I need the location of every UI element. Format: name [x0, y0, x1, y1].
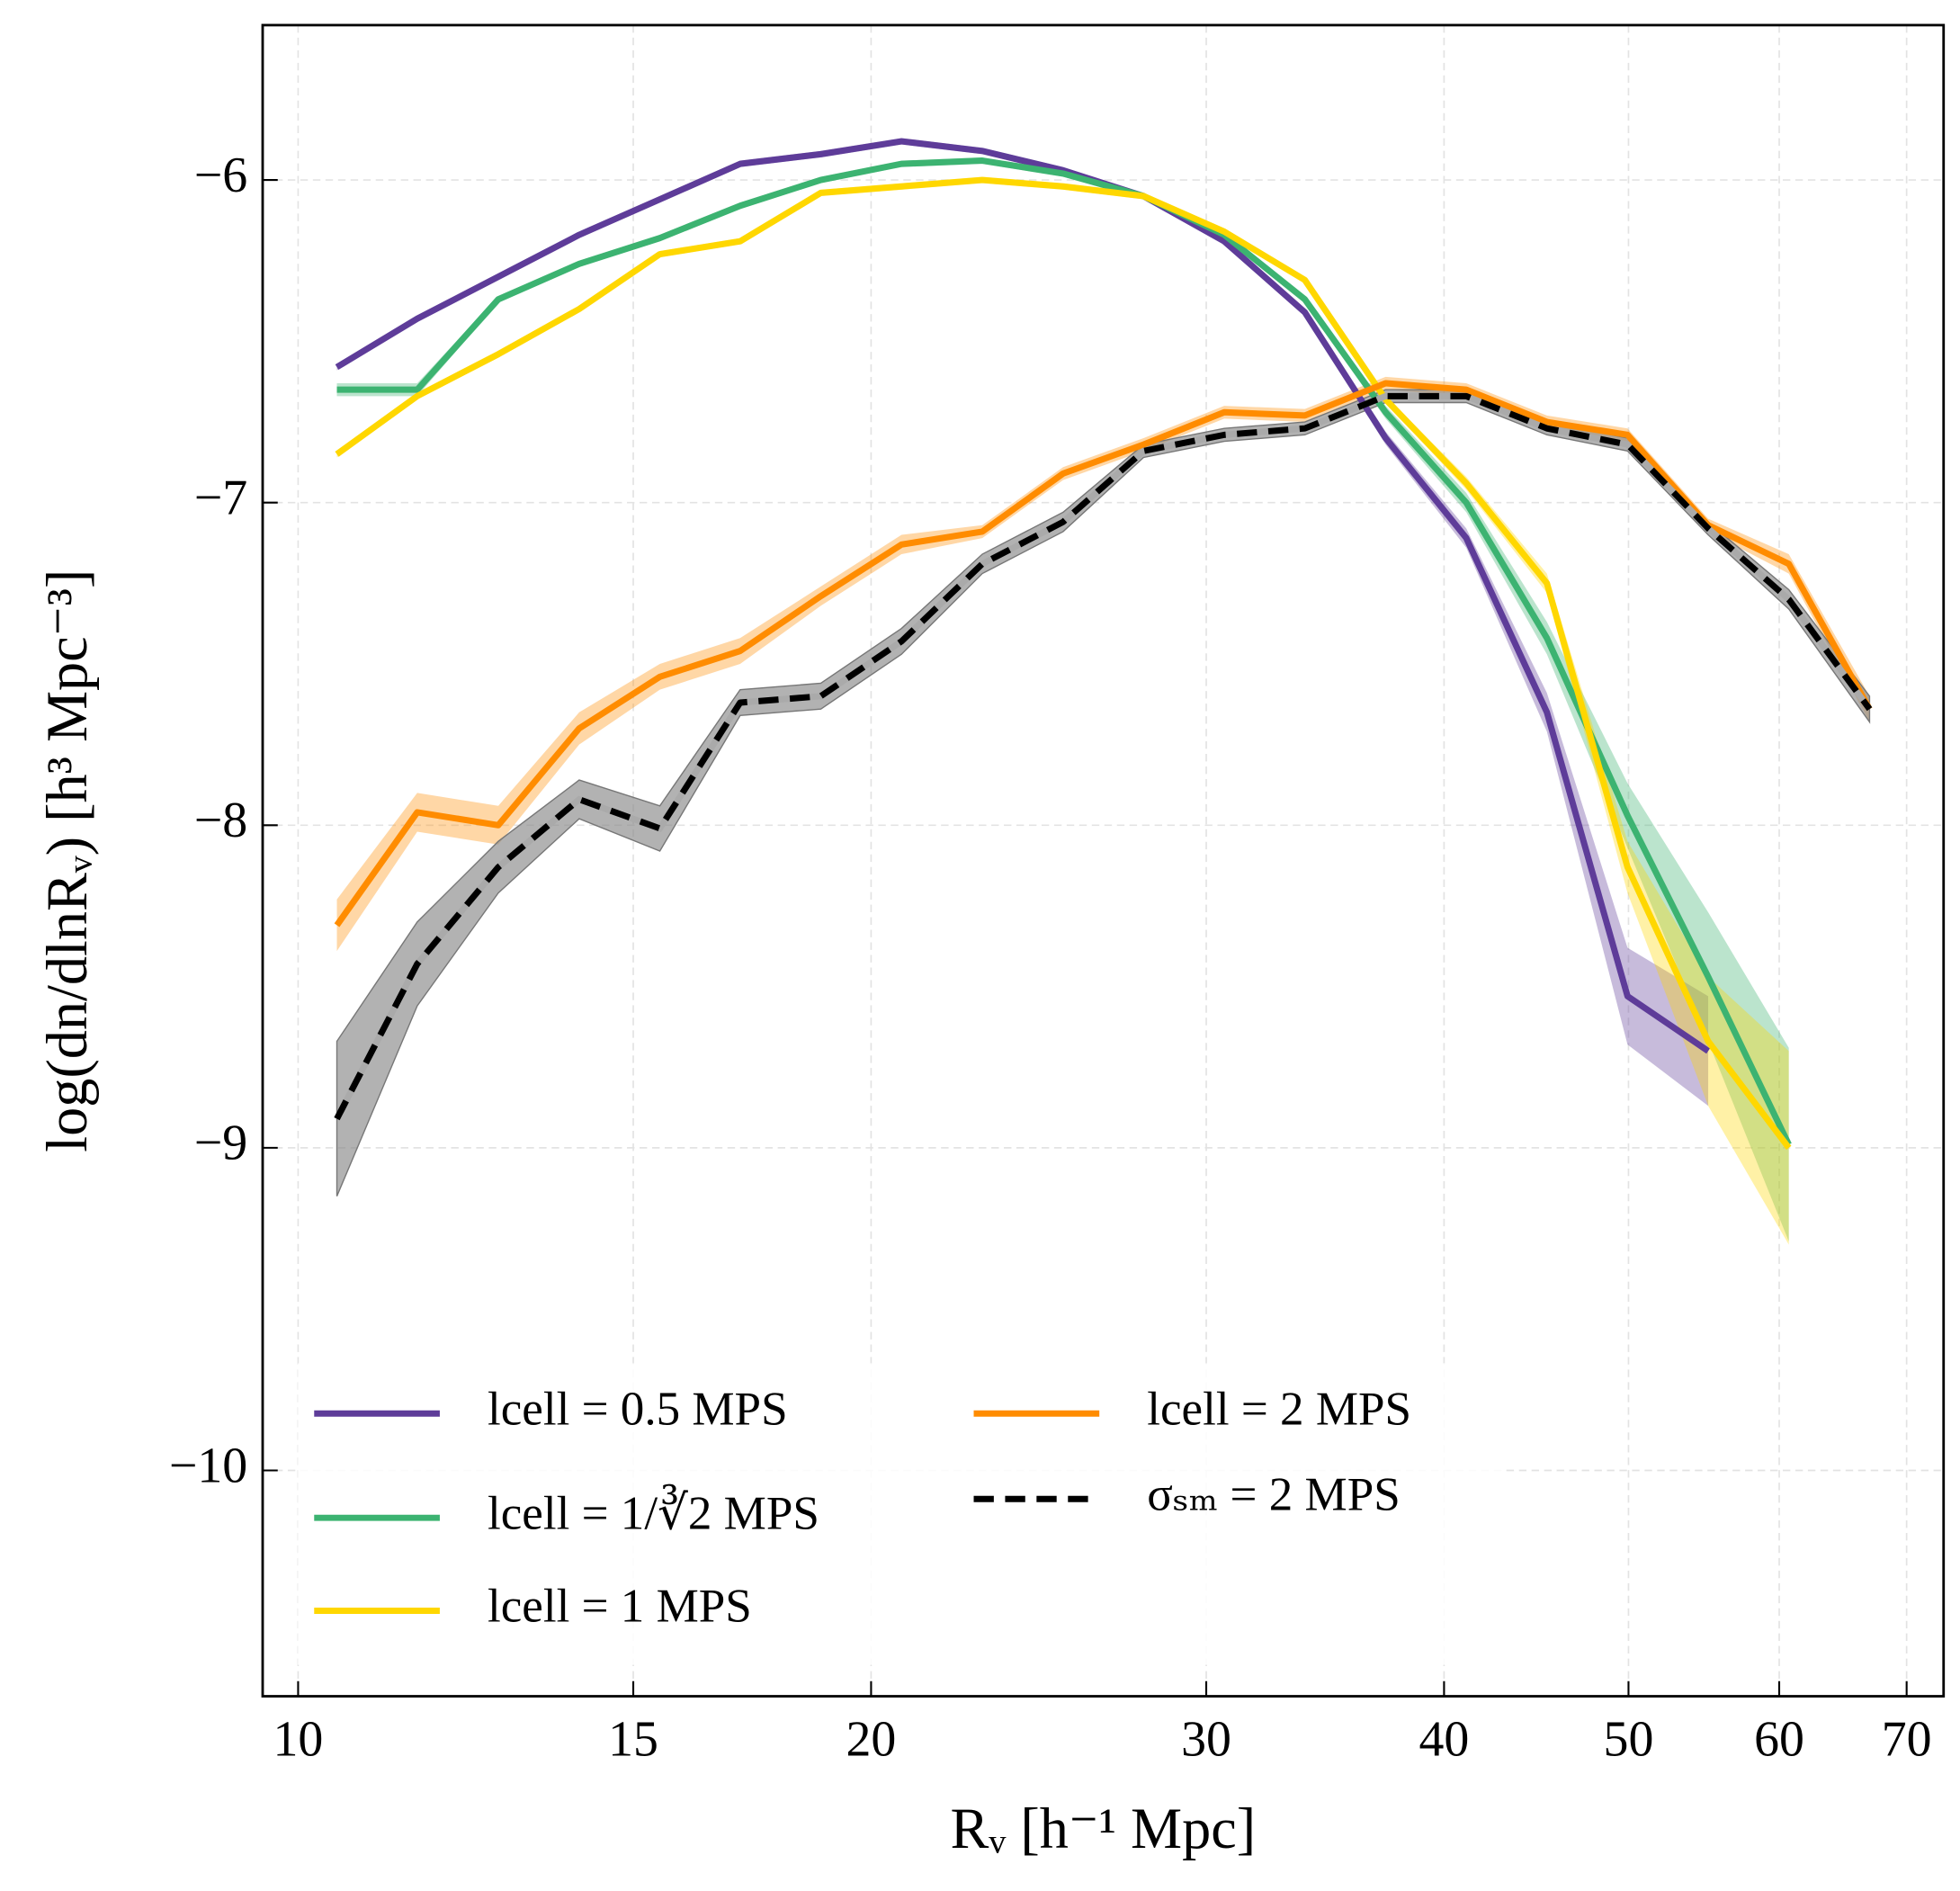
x-tick-label: 70 [1882, 1711, 1932, 1767]
plot-frame [261, 23, 1946, 1698]
y-tick-label: −6 [194, 148, 247, 203]
series-line [335, 138, 1711, 1054]
x-tick-label: 60 [1754, 1711, 1804, 1767]
legend-label: lcell = 0.5 MPS [488, 1383, 788, 1435]
series-line [335, 176, 1792, 1150]
series-line [334, 392, 1873, 1121]
error-band [336, 389, 1871, 1196]
legend-box [298, 1363, 1504, 1665]
y-tick-label: −10 [169, 1438, 247, 1493]
x-tick-label: 50 [1604, 1711, 1654, 1767]
x-axis-label: Rᵥ [h⁻¹ Mpc] [951, 1797, 1257, 1860]
series-line [334, 380, 1873, 928]
x-tick-label: 15 [608, 1711, 658, 1767]
x-tick-label: 20 [846, 1711, 896, 1767]
y-tick-label: −7 [194, 470, 247, 525]
x-tick-label: 10 [273, 1711, 323, 1767]
legend-label: σₛₘ = 2 MPS [1147, 1468, 1400, 1520]
legend-label: lcell = 2 MPS [1147, 1383, 1411, 1435]
x-tick-label: 30 [1181, 1711, 1231, 1767]
y-axis-label: log(dn/dlnRᵥ) [h³ Mpc⁻³] [35, 569, 99, 1152]
x-tick-label: 40 [1419, 1711, 1469, 1767]
y-tick-label: −9 [194, 1116, 247, 1171]
legend-label: lcell = 1/∛2 MPS [488, 1483, 819, 1539]
legend-label: lcell = 1 MPS [488, 1581, 752, 1633]
series-line [336, 157, 1792, 1146]
y-tick-label: −8 [194, 793, 247, 848]
